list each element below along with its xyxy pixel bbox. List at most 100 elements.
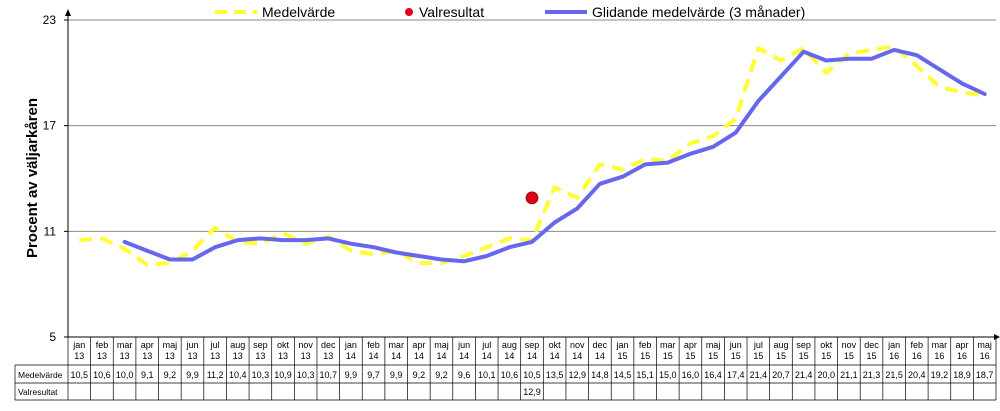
table-cell-value: 14,5 [614,370,632,380]
category-label: apr [956,340,969,350]
category-year-label: 15 [867,351,877,361]
table-cell-value: 9,7 [367,370,380,380]
table-cell-value: 19,2 [931,370,949,380]
category-label: dec [593,340,608,350]
table-cell-value: 21,1 [840,370,858,380]
table-cell-value: 10,7 [320,370,338,380]
category-year-label: 13 [233,351,243,361]
category-year-label: 14 [436,351,446,361]
table-row-label: Medelvärde [18,370,63,380]
category-year-label: 14 [369,351,379,361]
category-label: jan [887,340,900,350]
table-cell-value: 21,3 [863,370,881,380]
table-cell-value: 10,4 [229,370,247,380]
category-year-label: 14 [527,351,537,361]
category-year-label: 15 [821,351,831,361]
category-label: okt [549,340,562,350]
series-line-glidande-medelvarde [122,47,987,264]
x-axis-arrow [994,334,1000,340]
category-label: apr [684,340,697,350]
legend: Medelvärde Valresultat Glidande medelvärde… [215,4,805,20]
category-year-label: 15 [663,351,673,361]
table-cell-value: 10,9 [274,370,292,380]
table-cell-value: 9,2 [164,370,177,380]
category-year-label: 15 [618,351,628,361]
category-year-label: 13 [165,351,175,361]
category-year-label: 14 [414,351,424,361]
category-year-label: 14 [504,351,514,361]
category-label: maj [163,340,178,350]
category-label: sep [796,340,811,350]
table-cell-value: 9,6 [458,370,471,380]
category-label: jan [72,340,85,350]
plot-area: 5 11 17 23 [43,9,1000,344]
table-cell-value: 14,8 [591,370,609,380]
category-year-label: 14 [482,351,492,361]
legend-label: Valresultat [419,4,484,20]
y-axis-label: Procent av väljarkåren [24,98,41,258]
category-year-label: 15 [799,351,809,361]
category-year-label: 13 [120,351,130,361]
legend-label: Medelvärde [262,4,335,20]
category-label: dec [321,340,336,350]
table-cell-value: 11,2 [207,370,224,380]
category-year-label: 13 [255,351,265,361]
category-year-label: 14 [459,351,469,361]
category-label: aug [773,340,788,350]
table-cell-value: 10,1 [478,370,496,380]
y-axis-arrow [65,9,71,16]
table-cell-value: 10,5 [71,370,89,380]
y-tick-label: 17 [43,119,57,133]
category-year-label: 15 [776,351,786,361]
table-cell-value: 9,9 [345,370,358,380]
table-cell-value: 17,4 [727,370,745,380]
table-cell-value: 9,9 [186,370,199,380]
category-label: feb [911,340,924,350]
series-line-medelvarde [79,44,986,267]
category-year-label: 14 [595,351,605,361]
category-label: jan [616,340,629,350]
category-label: sep [525,340,540,350]
category-year-label: 13 [301,351,311,361]
data-table: jan13feb13mar13apr13maj13jun13jul13aug13… [14,337,997,401]
table-cell-value: 16,4 [704,370,722,380]
category-year-label: 14 [550,351,560,361]
table-cell-value: 15,1 [636,370,654,380]
category-year-label: 15 [708,351,718,361]
category-year-label: 15 [685,351,695,361]
category-label: jun [457,340,470,350]
category-year-label: 15 [640,351,650,361]
category-year-label: 15 [753,351,763,361]
legend-label: Glidande medelvärde (3 månader) [592,4,805,20]
category-label: mar [660,340,676,350]
category-year-label: 14 [572,351,582,361]
valresultat-point [525,191,539,205]
table-cell-value: 20,0 [817,370,835,380]
table-cell-value: 21,4 [795,370,813,380]
category-label: okt [277,340,290,350]
category-year-label: 13 [187,351,197,361]
category-year-label: 13 [278,351,288,361]
category-year-label: 13 [142,351,152,361]
table-cell-value: 10,6 [501,370,519,380]
category-year-label: 14 [346,351,356,361]
category-label: jul [210,340,220,350]
table-cell-value: 10,6 [93,370,111,380]
category-year-label: 16 [889,351,899,361]
category-year-label: 13 [74,351,84,361]
table-row-label: Valresultat [18,387,58,397]
table-cell-value: 12,9 [569,370,587,380]
category-year-label: 13 [323,351,333,361]
category-label: feb [96,340,109,350]
category-label: aug [230,340,245,350]
category-label: nov [298,340,313,350]
y-tick-label: 23 [43,13,57,27]
table-cell-value: 10,5 [523,370,541,380]
y-tick-label: 11 [44,224,57,238]
category-label: maj [977,340,992,350]
category-year-label: 13 [210,351,220,361]
category-label: nov [842,340,857,350]
category-label: maj [706,340,721,350]
category-label: apr [141,340,154,350]
